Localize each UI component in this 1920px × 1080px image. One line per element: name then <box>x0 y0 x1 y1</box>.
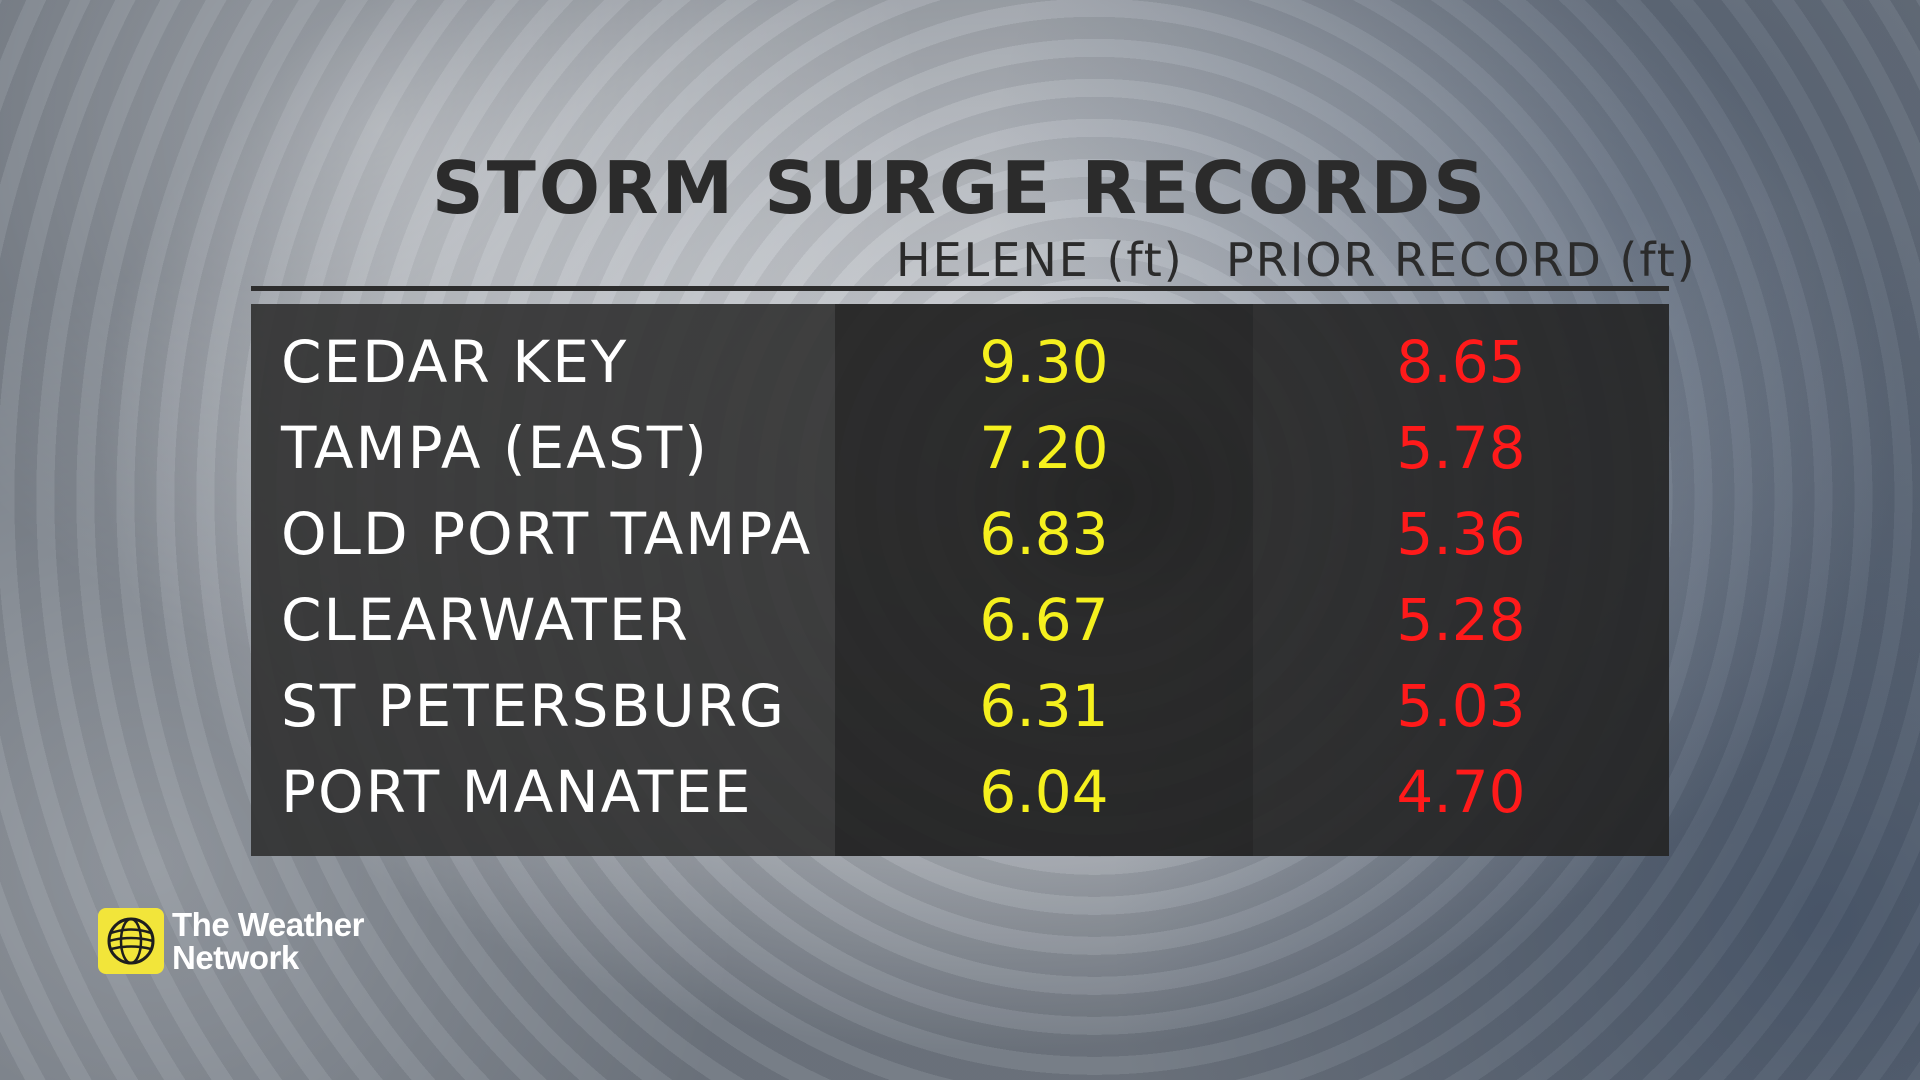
weather-network-globe-icon <box>98 908 164 974</box>
table-row: OLD PORT TAMPA 6.83 5.36 <box>251 491 1669 577</box>
location-cell: CLEARWATER <box>281 586 690 654</box>
table-row: CEDAR KEY 9.30 8.65 <box>251 319 1669 405</box>
header-divider <box>251 286 1669 291</box>
logo-text-line1: The Weather <box>172 906 364 943</box>
table-row: PORT MANATEE 6.04 4.70 <box>251 749 1669 835</box>
helene-value-cell: 6.67 <box>979 586 1109 654</box>
helene-column-bg <box>835 304 1253 856</box>
records-table: CEDAR KEY 9.30 8.65 TAMPA (EAST) 7.20 5.78 OLD… <box>251 304 1669 856</box>
prior-record-value-cell: 5.36 <box>1396 500 1526 568</box>
logo-text-line2: Network <box>172 939 299 976</box>
prior-record-value-cell: 8.65 <box>1396 328 1526 396</box>
helene-value-cell: 9.30 <box>979 328 1109 396</box>
prior-record-value-cell: 5.03 <box>1396 672 1526 740</box>
prior-record-value-cell: 5.78 <box>1396 414 1526 482</box>
location-cell: CEDAR KEY <box>281 328 629 396</box>
location-column-bg <box>251 304 835 856</box>
table-row: CLEARWATER 6.67 5.28 <box>251 577 1669 663</box>
helene-value-cell: 6.83 <box>979 500 1109 568</box>
prior-column-bg <box>1253 304 1669 856</box>
prior-record-value-cell: 4.70 <box>1396 758 1526 826</box>
chart-title: STORM SURGE RECORDS <box>431 146 1489 230</box>
table-row: TAMPA (EAST) 7.20 5.78 <box>251 405 1669 491</box>
helene-value-cell: 6.04 <box>979 758 1109 826</box>
prior-record-value-cell: 5.28 <box>1396 586 1526 654</box>
table-row: ST PETERSBURG 6.31 5.03 <box>251 663 1669 749</box>
column-header-prior-record: PRIOR RECORD (ft) <box>1226 233 1697 287</box>
helene-value-cell: 6.31 <box>979 672 1109 740</box>
location-cell: TAMPA (EAST) <box>281 414 709 482</box>
column-header-helene: HELENE (ft) <box>896 233 1184 287</box>
location-cell: PORT MANATEE <box>281 758 753 826</box>
location-cell: OLD PORT TAMPA <box>281 500 813 568</box>
the-weather-network-logo: The Weather Network <box>98 908 398 978</box>
helene-value-cell: 7.20 <box>979 414 1109 482</box>
location-cell: ST PETERSBURG <box>281 672 786 740</box>
